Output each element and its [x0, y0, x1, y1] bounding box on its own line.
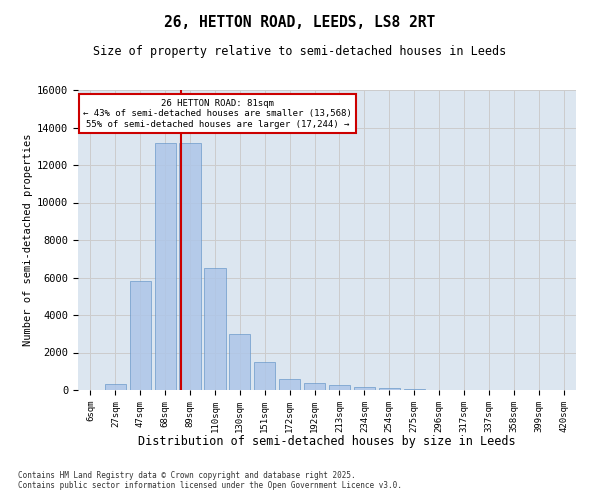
- Bar: [379, 388, 400, 390]
- Text: 26, HETTON ROAD, LEEDS, LS8 2RT: 26, HETTON ROAD, LEEDS, LS8 2RT: [164, 15, 436, 30]
- Bar: [304, 384, 325, 390]
- Bar: [254, 362, 275, 390]
- Bar: [130, 281, 151, 390]
- Text: Contains HM Land Registry data © Crown copyright and database right 2025.
Contai: Contains HM Land Registry data © Crown c…: [18, 470, 402, 490]
- Bar: [329, 386, 350, 390]
- Text: Distribution of semi-detached houses by size in Leeds: Distribution of semi-detached houses by …: [138, 435, 516, 448]
- Bar: [279, 379, 300, 390]
- Bar: [205, 268, 226, 390]
- Y-axis label: Number of semi-detached properties: Number of semi-detached properties: [23, 134, 33, 346]
- Text: 26 HETTON ROAD: 81sqm
← 43% of semi-detached houses are smaller (13,568)
55% of : 26 HETTON ROAD: 81sqm ← 43% of semi-deta…: [83, 99, 352, 129]
- Bar: [404, 389, 425, 390]
- Bar: [105, 384, 126, 390]
- Bar: [354, 387, 375, 390]
- Bar: [179, 142, 200, 390]
- Text: Size of property relative to semi-detached houses in Leeds: Size of property relative to semi-detach…: [94, 45, 506, 58]
- Bar: [229, 334, 250, 390]
- Bar: [155, 142, 176, 390]
